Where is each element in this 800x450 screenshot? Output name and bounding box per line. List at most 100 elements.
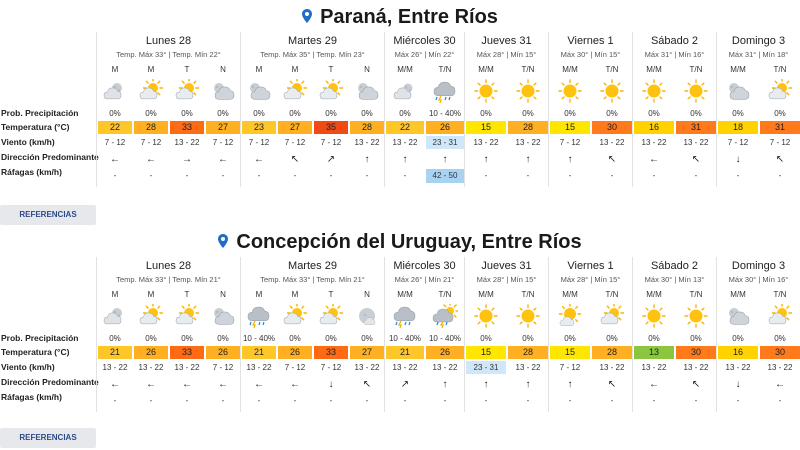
precip-probability: 0% <box>217 109 229 118</box>
day-name: Miércoles 30 <box>393 35 456 47</box>
day-temp-summary: Máx 28° | Mín 15° <box>560 275 621 284</box>
wind-speed: 13 - 22 <box>641 363 667 372</box>
period-label: M <box>255 290 263 299</box>
wind-speed: 7 - 12 <box>559 138 581 147</box>
gust-speed: - <box>149 171 153 180</box>
wind-speed: 7 - 12 <box>320 138 342 147</box>
references-button[interactable]: REFERENCIAS <box>0 428 96 448</box>
temperature-cell: 27 <box>206 121 240 134</box>
moon-cloudy-icon <box>350 303 384 329</box>
wind-direction-arrow: ← <box>110 154 120 165</box>
wind-speed: 13 - 22 <box>354 363 380 372</box>
temperature-cell: 15 <box>550 121 590 134</box>
temperature-cell: 26 <box>426 121 464 134</box>
sun-icon <box>592 78 632 104</box>
temperature-cell: 31 <box>760 121 800 134</box>
partly-cloudy-day-icon <box>134 78 168 104</box>
gust-speed: - <box>329 396 333 405</box>
wind-speed: 13 - 22 <box>515 138 541 147</box>
storm-icon <box>247 306 270 328</box>
sun-icon <box>516 304 540 328</box>
sun-icon <box>684 304 708 328</box>
references-button[interactable]: REFERENCIAS <box>0 205 96 225</box>
precip-probability: 0% <box>181 109 193 118</box>
wind-speed: 23 - 31 <box>466 361 506 374</box>
day-temp-summary: Temp. Máx 33° | Temp. Mín 22° <box>116 50 221 59</box>
gust-speed: - <box>568 171 572 180</box>
temperature-cell: 33 <box>170 121 204 134</box>
temperature-cell: 23 <box>242 121 276 134</box>
moon-cloudy-icon <box>359 308 376 325</box>
day-temp-summary: Máx 31° | Mín 18° <box>728 50 789 59</box>
temperature-cell: 21 <box>98 346 132 359</box>
precip-probability: 0% <box>145 109 157 118</box>
temperature-cell: 15 <box>550 346 590 359</box>
temperature-cell: 28 <box>508 346 548 359</box>
precip-probability: 0% <box>732 109 744 118</box>
partly-cloudy-night-icon <box>103 308 122 325</box>
wind-direction-arrow: ← <box>649 154 659 165</box>
gust-speed: - <box>484 171 488 180</box>
wind-direction-arrow: ↓ <box>328 379 334 390</box>
temperature-cell: 27 <box>350 346 384 359</box>
cloudy-night-icon <box>214 83 235 100</box>
temperature-cell: 30 <box>592 121 632 134</box>
row-label-dir: Dirección Predominante <box>1 152 99 162</box>
gust-speed: - <box>778 171 782 180</box>
period-label: M/M <box>562 290 578 299</box>
precip-probability: 0% <box>774 334 786 343</box>
wind-direction-arrow: ↑ <box>442 154 448 165</box>
precip-probability: 0% <box>253 109 265 118</box>
period-label: T <box>328 290 334 299</box>
day-column: Domingo 3 Máx 30° | Mín 16° M/M 0% 16 13 - 22… <box>716 257 800 412</box>
precip-probability: 0% <box>564 334 576 343</box>
gust-speed: - <box>185 396 189 405</box>
precip-probability: 0% <box>181 334 193 343</box>
partly-cloudy-day-icon <box>768 304 793 325</box>
gust-speed: - <box>526 396 530 405</box>
period-label: M/M <box>730 290 746 299</box>
day-column: Lunes 28 Temp. Máx 33° | Temp. Mín 21° M 0%… <box>96 257 240 412</box>
precip-probability: 0% <box>732 334 744 343</box>
day-column: Sábado 2 Máx 30° | Mín 13° M/M 0% 13 13 - 22 ←… <box>632 257 716 412</box>
partly-cloudy-day-icon <box>760 303 800 329</box>
wind-direction-arrow: ← <box>254 379 264 390</box>
day-name: Domingo 3 <box>731 35 786 47</box>
wind-direction-arrow: ← <box>218 154 228 165</box>
wind-direction-arrow: ↑ <box>364 154 370 165</box>
partly-cloudy-day-icon <box>170 78 204 104</box>
temperature-cell: 30 <box>676 346 716 359</box>
period-label: T/N <box>605 65 619 74</box>
period-label: N <box>364 65 370 74</box>
gust-speed: - <box>736 171 740 180</box>
sun-icon <box>508 303 548 329</box>
row-label-precip: Prob. Precipitación <box>1 333 79 343</box>
wind-direction-arrow: ← <box>290 379 300 390</box>
precip-probability: 0% <box>145 334 157 343</box>
wind-speed: 7 - 12 <box>212 363 234 372</box>
period-label: T/N <box>521 65 535 74</box>
location-title: Concepción del Uruguay, Entre Ríos <box>0 229 800 255</box>
wind-direction-arrow: ↖ <box>362 379 372 390</box>
wind-speed: 13 - 22 <box>392 363 418 372</box>
precip-probability: 0% <box>217 334 229 343</box>
day-name: Jueves 31 <box>481 35 532 47</box>
day-name: Miércoles 30 <box>393 260 456 272</box>
period-label: M/M <box>478 65 494 74</box>
wind-speed: 7 - 12 <box>284 363 306 372</box>
partly-cloudy-day-icon <box>139 304 164 325</box>
precip-probability: 0% <box>361 334 373 343</box>
period-label: T/N <box>605 290 619 299</box>
day-temp-summary: Temp. Máx 33° | Temp. Mín 21° <box>116 275 221 284</box>
wind-speed: 13 - 22 <box>641 138 667 147</box>
gust-speed: - <box>113 171 117 180</box>
wind-speed: 7 - 12 <box>320 363 342 372</box>
temperature-cell: 33 <box>170 346 204 359</box>
gust-speed: - <box>778 396 782 405</box>
day-column: Viernes 1 Máx 28° | Mín 15° M/M 0% 15 7 - 12 ↑… <box>548 257 632 412</box>
gust-speed: - <box>221 396 225 405</box>
partly-cloudy-night-icon <box>98 78 132 104</box>
wind-speed: 7 - 12 <box>727 138 749 147</box>
partly-cloudy-day-icon <box>319 304 344 325</box>
precip-probability: 0% <box>325 109 337 118</box>
